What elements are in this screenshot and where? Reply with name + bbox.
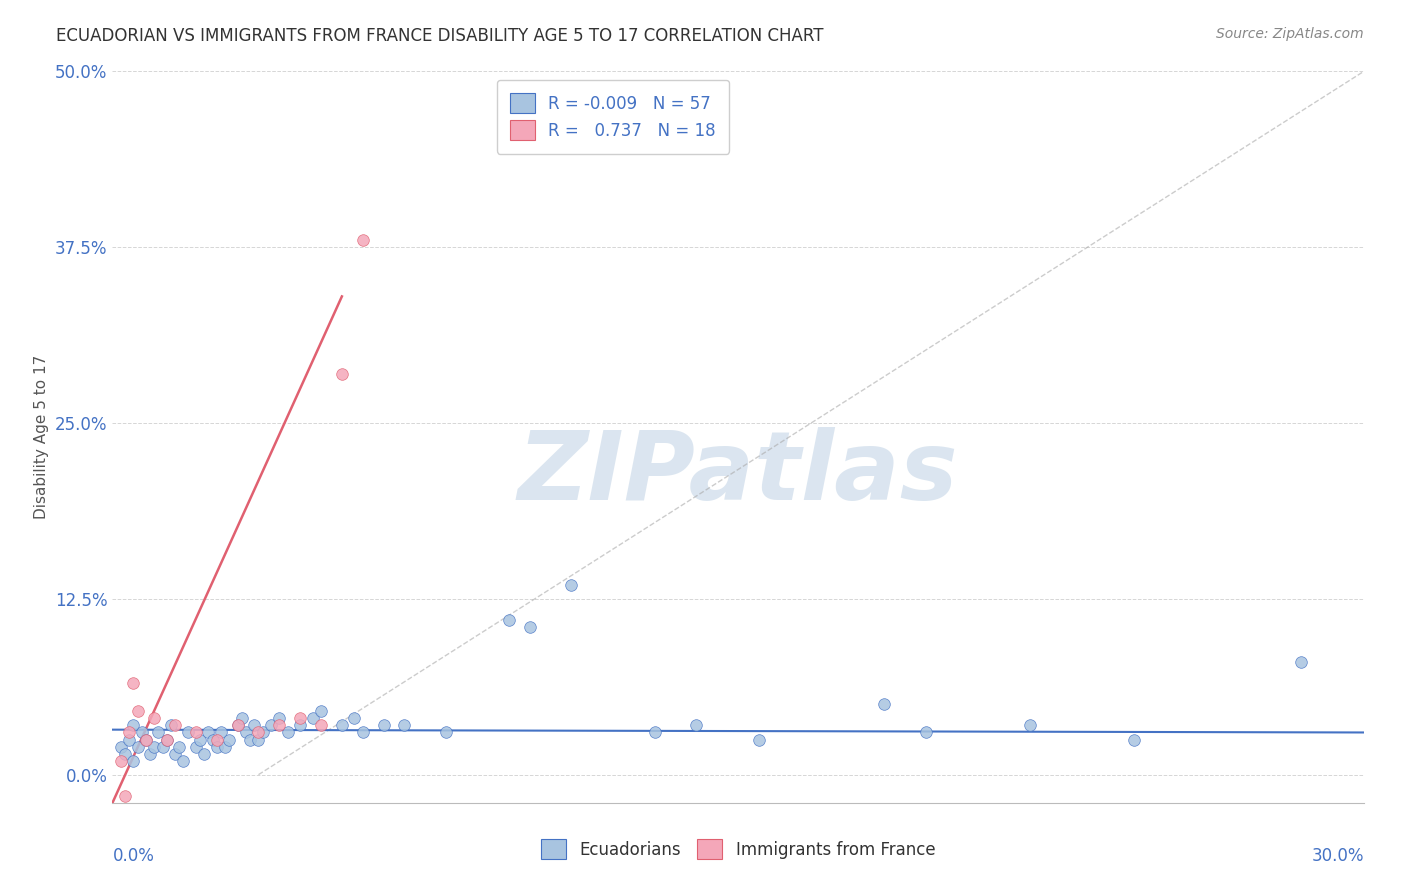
Point <box>290 718 312 732</box>
Text: ECUADORIAN VS IMMIGRANTS FROM FRANCE DISABILITY AGE 5 TO 17 CORRELATION CHART: ECUADORIAN VS IMMIGRANTS FROM FRANCE DIS… <box>56 27 824 45</box>
Point <box>498 613 520 627</box>
Point <box>163 718 186 732</box>
Point <box>197 725 219 739</box>
Point <box>434 725 457 739</box>
Y-axis label: Disability Age 5 to 17: Disability Age 5 to 17 <box>34 355 49 519</box>
Point <box>110 754 132 768</box>
Point <box>1123 732 1146 747</box>
Point <box>243 718 266 732</box>
Text: 0.0%: 0.0% <box>112 847 155 864</box>
Point <box>143 711 166 725</box>
Point <box>127 705 149 719</box>
Point <box>247 725 270 739</box>
Point <box>163 747 186 761</box>
Point <box>205 739 228 754</box>
Point <box>560 578 582 592</box>
Point <box>160 718 183 732</box>
Point <box>343 711 366 725</box>
Point <box>135 732 157 747</box>
Point <box>184 725 207 739</box>
Point <box>644 725 666 739</box>
Point <box>139 747 162 761</box>
Point <box>226 718 249 732</box>
Point <box>235 725 257 739</box>
Point <box>135 732 157 747</box>
Point <box>330 718 353 732</box>
Point <box>156 732 179 747</box>
Point <box>1291 655 1313 669</box>
Point <box>309 705 332 719</box>
Point <box>209 725 232 739</box>
Point <box>114 789 136 803</box>
Point <box>201 732 224 747</box>
Point <box>118 732 141 747</box>
Point <box>290 711 312 725</box>
Point <box>373 718 395 732</box>
Point <box>309 718 332 732</box>
Point <box>214 739 236 754</box>
Point <box>247 732 270 747</box>
Point <box>122 754 145 768</box>
Point <box>269 711 291 725</box>
Point <box>193 747 215 761</box>
Point <box>352 233 374 247</box>
Point <box>1019 718 1042 732</box>
Point <box>252 725 274 739</box>
Point <box>167 739 190 754</box>
Point <box>748 732 770 747</box>
Point <box>218 732 240 747</box>
Point <box>914 725 936 739</box>
Point <box>188 732 211 747</box>
Legend: Ecuadorians, Immigrants from France: Ecuadorians, Immigrants from France <box>533 830 943 868</box>
Point <box>519 620 541 634</box>
Point <box>352 725 374 739</box>
Point <box>172 754 194 768</box>
Point <box>110 739 132 754</box>
Text: Source: ZipAtlas.com: Source: ZipAtlas.com <box>1216 27 1364 41</box>
Point <box>239 732 262 747</box>
Point <box>260 718 283 732</box>
Point <box>118 725 141 739</box>
Point <box>122 676 145 690</box>
Point <box>148 725 170 739</box>
Point <box>127 739 149 754</box>
Point <box>176 725 198 739</box>
Point <box>205 732 228 747</box>
Point <box>330 367 353 381</box>
Point <box>301 711 323 725</box>
Point <box>277 725 299 739</box>
Point <box>226 718 249 732</box>
Point <box>114 747 136 761</box>
Point <box>156 732 179 747</box>
Point <box>231 711 253 725</box>
Point <box>873 698 896 712</box>
Point <box>122 718 145 732</box>
Point <box>143 739 166 754</box>
Point <box>152 739 174 754</box>
Point <box>131 725 153 739</box>
Point <box>184 739 207 754</box>
Point <box>685 718 707 732</box>
Text: ZIPatlas: ZIPatlas <box>517 427 959 520</box>
Point <box>269 718 291 732</box>
Text: 30.0%: 30.0% <box>1312 847 1364 864</box>
Point <box>394 718 416 732</box>
